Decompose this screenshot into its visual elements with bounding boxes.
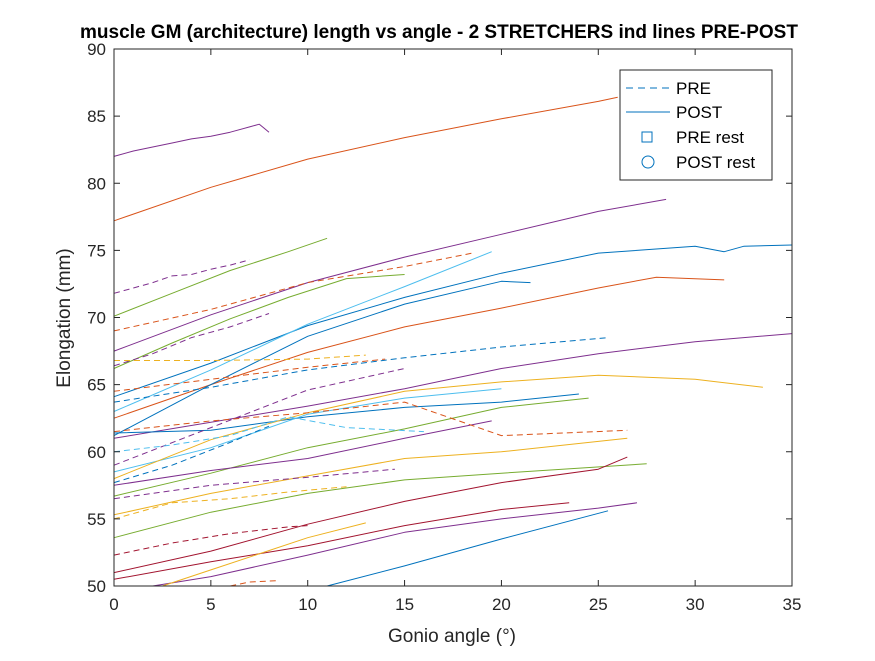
pre-series-line-25 bbox=[114, 354, 366, 361]
post-series-line-20 bbox=[162, 522, 366, 587]
plot-area bbox=[113, 96, 793, 587]
pre-series-line-33 bbox=[113, 486, 347, 520]
post-series-line-0 bbox=[113, 123, 270, 157]
legend-pre-rest-label: PRE rest bbox=[676, 128, 744, 147]
x-tick-label: 30 bbox=[686, 595, 705, 614]
post-series-line-12 bbox=[113, 374, 763, 480]
legend-post-label: POST bbox=[676, 103, 722, 122]
post-series-line-18 bbox=[113, 502, 570, 580]
post-series-line-13 bbox=[113, 397, 589, 497]
y-tick-label: 75 bbox=[87, 241, 106, 260]
pre-series-line-31 bbox=[113, 401, 628, 437]
post-series-line-1 bbox=[113, 96, 618, 222]
x-tick-label: 35 bbox=[783, 595, 802, 614]
x-tick-label: 15 bbox=[395, 595, 414, 614]
post-series-line-14 bbox=[113, 420, 492, 486]
post-series-line-21 bbox=[326, 510, 609, 587]
y-tick-label: 50 bbox=[87, 577, 106, 596]
x-tick-label: 5 bbox=[206, 595, 215, 614]
post-series-line-3 bbox=[113, 244, 793, 398]
axes: 0 5 10 15 20 25 30 35 50 55 60 65 70 75 80 85 90 bbox=[87, 40, 801, 614]
pre-series-line-26 bbox=[113, 337, 609, 403]
post-series-line-2 bbox=[113, 198, 667, 352]
y-tick-label: 85 bbox=[87, 107, 106, 126]
y-tick-label: 55 bbox=[87, 510, 106, 529]
x-tick-label: 25 bbox=[589, 595, 608, 614]
pre-series-line-22 bbox=[113, 259, 250, 294]
pre-series-line-27 bbox=[113, 358, 386, 392]
post-series-line-15 bbox=[113, 437, 628, 516]
chart-title: muscle GM (architecture) length vs angle… bbox=[80, 22, 798, 43]
post-series-line-4 bbox=[113, 276, 725, 419]
post-series-line-19 bbox=[152, 502, 638, 587]
legend-pre-rest-square-icon bbox=[641, 131, 653, 143]
post-series-line-10 bbox=[113, 393, 579, 434]
post-series-line-17 bbox=[113, 456, 628, 574]
pre-series-line-23 bbox=[113, 252, 473, 332]
legend-post-rest-circle-icon bbox=[641, 155, 655, 169]
pre-series-line-28 bbox=[113, 368, 405, 466]
x-tick-label: 0 bbox=[109, 595, 118, 614]
post-series-line-11 bbox=[113, 388, 502, 473]
x-axis-label: Gonio angle (°) bbox=[388, 626, 516, 647]
x-tick-label: 10 bbox=[298, 595, 317, 614]
y-tick-label: 65 bbox=[87, 376, 106, 395]
y-tick-label: 60 bbox=[87, 443, 106, 462]
pre-series-line-29 bbox=[113, 416, 424, 453]
legend-box bbox=[619, 69, 773, 181]
post-series-line-9 bbox=[113, 280, 531, 437]
y-tick-label: 90 bbox=[87, 40, 106, 59]
legend-post-rest-label: POST rest bbox=[676, 153, 755, 172]
y-tick-label: 80 bbox=[87, 174, 106, 193]
post-series-line-6 bbox=[113, 237, 328, 317]
pre-series-line-34 bbox=[113, 525, 308, 556]
post-series-line-7 bbox=[113, 274, 405, 369]
pre-series-line-30 bbox=[113, 425, 270, 484]
legend: PRE POST PRE rest POST rest bbox=[619, 69, 773, 181]
x-tick-label: 20 bbox=[492, 595, 511, 614]
y-axis-label: Elongation (mm) bbox=[54, 248, 75, 387]
y-tick-label: 70 bbox=[87, 309, 106, 328]
legend-pre-label: PRE bbox=[676, 79, 711, 98]
post-series-line-16 bbox=[113, 463, 647, 539]
pre-series-line-24 bbox=[113, 313, 270, 367]
